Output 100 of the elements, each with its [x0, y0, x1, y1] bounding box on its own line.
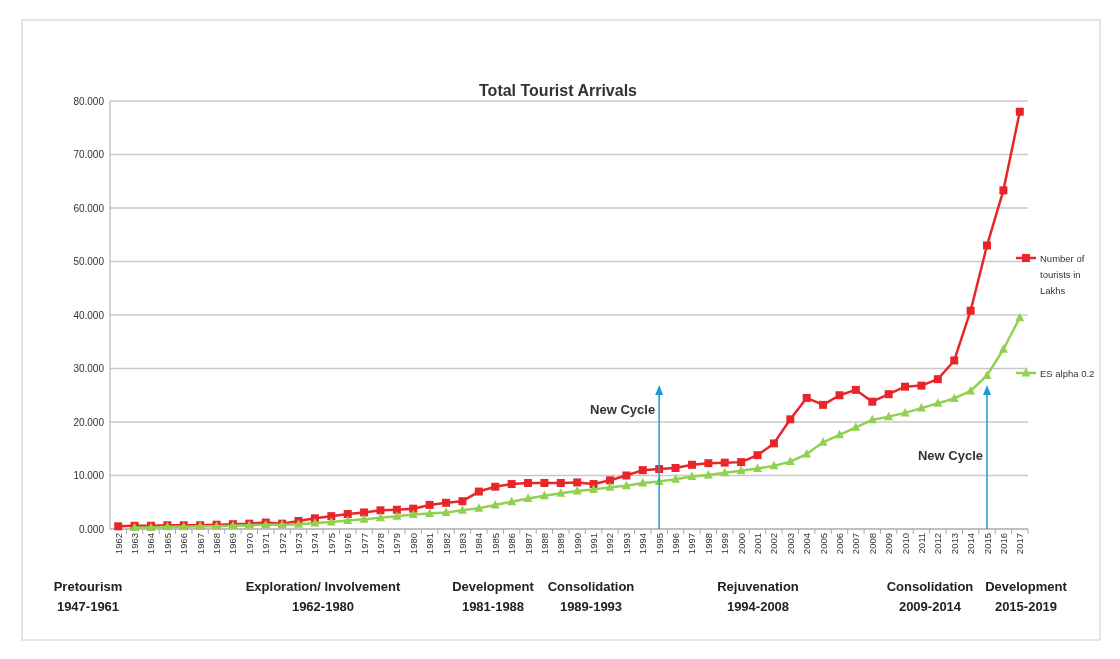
x-tick-label: 1985 [489, 533, 501, 555]
x-tick-label: 1984 [473, 533, 485, 555]
text: Development 2015-2019 [985, 579, 1068, 614]
x-tick-label: 1982 [440, 533, 452, 555]
x-tick-label: 1964 [145, 533, 157, 555]
point [457, 505, 467, 514]
x-tick-label: 1987 [522, 533, 534, 555]
x-tick-label: 1977 [358, 533, 370, 555]
x-tick-label: 1979 [391, 533, 403, 555]
point [819, 400, 828, 409]
x-tick-label: 2001 [752, 533, 764, 555]
x-tick-label: 1967 [194, 533, 206, 555]
y-tick-label: 50.000 [73, 256, 105, 267]
point [687, 471, 697, 481]
point [835, 391, 844, 400]
ref-line-label: New Cycle [590, 402, 656, 417]
y-tick-label: 70.000 [73, 149, 105, 160]
x-tick-label: 2012 [932, 533, 944, 555]
x-tick-label: 2003 [784, 533, 796, 555]
point [884, 411, 894, 421]
text: Consolidation 1989-1993 [547, 579, 635, 614]
point [703, 469, 713, 479]
x-tick-label: 1991 [588, 533, 600, 555]
ref-line-label: New Cycle [917, 448, 984, 463]
point [556, 478, 565, 487]
point [834, 429, 844, 439]
point [392, 505, 401, 514]
text: Consolidation 2009-2014 [886, 579, 974, 614]
point [687, 460, 696, 469]
text: Development 1981-1988 [452, 579, 535, 614]
point [704, 459, 713, 468]
point [441, 507, 451, 516]
x-tick-label: 1968 [211, 533, 223, 555]
x-tick-label: 1980 [407, 533, 419, 555]
x-tick-label: 1986 [506, 533, 518, 555]
point [359, 514, 369, 523]
x-tick-label: 1974 [309, 533, 321, 555]
point [802, 449, 812, 458]
x-tick-label: 1962 [112, 533, 124, 555]
x-tick-label: 2005 [817, 533, 829, 555]
point [753, 451, 762, 460]
text: Rejuvenation 1994-2008 [717, 579, 799, 614]
y-tick-label: 80.000 [73, 95, 105, 107]
x-tick-label: 1981 [424, 533, 436, 555]
x-tick-label: 1970 [243, 533, 255, 555]
x-tick-label: 2002 [768, 533, 780, 555]
point [442, 498, 451, 507]
point [671, 464, 680, 473]
point [327, 512, 336, 521]
y-tick-label: 30.000 [73, 363, 105, 374]
x-tick-label: 1972 [276, 533, 288, 555]
x-tick-label: 2011 [915, 533, 927, 554]
point [720, 458, 729, 467]
point [818, 437, 828, 446]
point [343, 510, 352, 519]
point [786, 415, 795, 424]
y-tick-label: 10.000 [73, 470, 105, 481]
point [933, 375, 942, 384]
point [474, 503, 484, 512]
point [851, 385, 860, 394]
x-tick-label: 2014 [965, 533, 977, 555]
x-tick-label: 2009 [883, 533, 895, 555]
point [638, 477, 648, 487]
point [1015, 312, 1025, 322]
point [425, 508, 435, 517]
x-tick-label: 1988 [538, 533, 550, 555]
point [769, 439, 778, 448]
y-tick-label: 0.000 [78, 523, 105, 535]
x-tick-label: 1978 [374, 533, 386, 555]
x-tick-label: 1994 [637, 533, 649, 555]
x-tick-label: 1965 [161, 533, 173, 555]
legend-label: Number of tourists in Lakhs [1040, 252, 1085, 296]
x-tick-label: 2010 [899, 533, 911, 555]
point [999, 186, 1008, 195]
point [950, 356, 959, 365]
point [507, 496, 517, 506]
x-tick-label: 1998 [702, 533, 714, 555]
point [966, 306, 975, 315]
y-tick-label: 20.000 [73, 416, 105, 428]
point [621, 480, 631, 490]
point [933, 398, 943, 407]
x-tick-label: 2013 [948, 533, 960, 555]
point [720, 467, 730, 477]
point [671, 474, 681, 483]
point [802, 393, 811, 402]
x-tick-label: 1966 [178, 533, 190, 555]
x-tick-label: 1995 [653, 533, 665, 555]
point [376, 506, 385, 515]
x-tick-label: 1973 [293, 533, 305, 555]
point [343, 515, 353, 524]
point [360, 508, 369, 517]
point [539, 490, 549, 500]
point [491, 482, 500, 491]
point [1015, 107, 1024, 116]
point [409, 504, 418, 513]
x-tick-label: 1999 [719, 533, 731, 555]
x-tick-label: 2006 [833, 533, 845, 555]
x-tick-label: 1963 [129, 533, 141, 555]
x-tick-label: 2004 [801, 533, 813, 555]
point [916, 403, 926, 412]
